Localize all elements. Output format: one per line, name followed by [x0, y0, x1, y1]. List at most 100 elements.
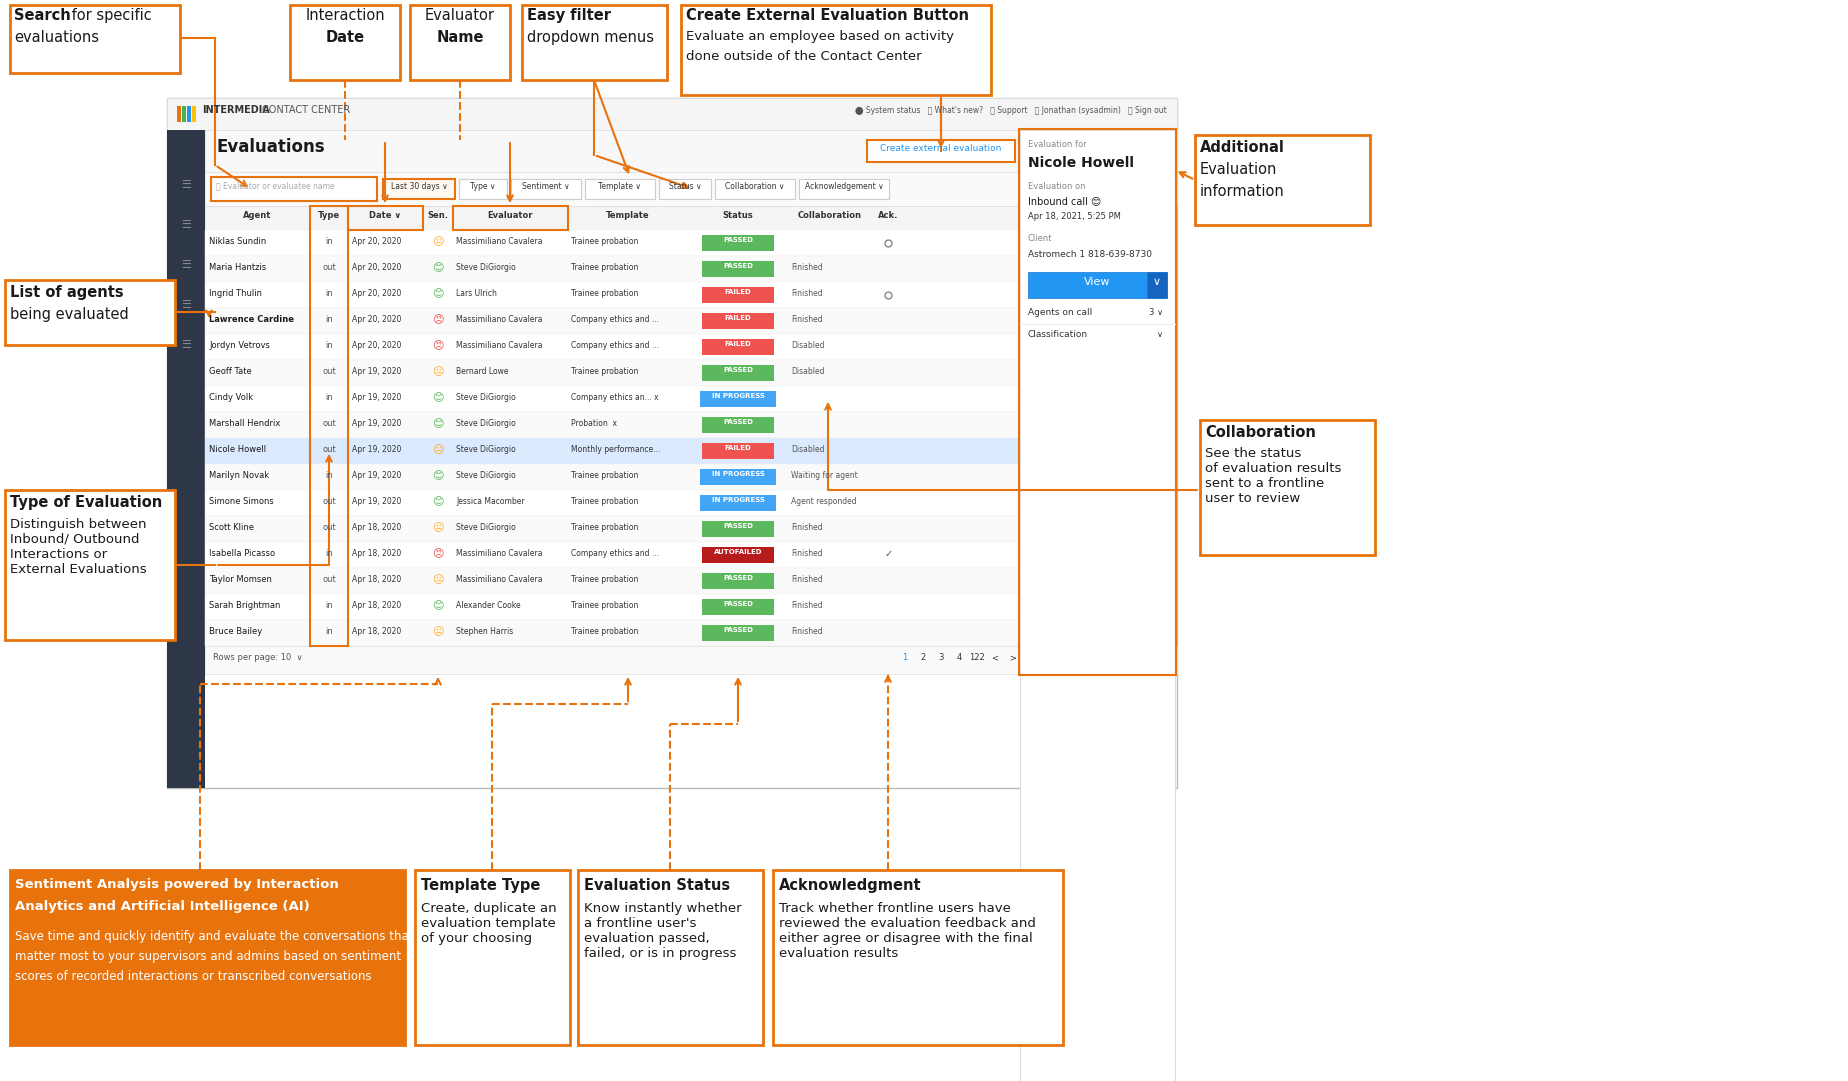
Text: Evaluate an employee based on activity: Evaluate an employee based on activity	[686, 30, 954, 43]
Bar	[205, 172, 1177, 206]
Text: Finished: Finished	[791, 289, 822, 298]
Text: Template: Template	[606, 211, 650, 221]
Bar	[310, 206, 347, 646]
Bar	[700, 495, 776, 511]
Text: for specific: for specific	[67, 8, 152, 23]
Text: Niklas Sundin: Niklas Sundin	[209, 237, 266, 246]
Bar	[205, 438, 1020, 464]
Text: FAILED: FAILED	[724, 341, 752, 347]
Bar	[702, 417, 774, 433]
Text: out: out	[322, 497, 336, 506]
Text: Massimiliano Cavalera: Massimiliano Cavalera	[456, 341, 543, 350]
Text: See the status
of evaluation results
sent to a frontline
user to review: See the status of evaluation results sen…	[1205, 448, 1342, 505]
Bar	[702, 521, 774, 537]
Bar	[205, 593, 1020, 620]
Bar	[700, 391, 776, 408]
Text: Bernard Lowe: Bernard Lowe	[456, 368, 508, 376]
Bar	[702, 286, 774, 303]
Bar	[867, 141, 1015, 162]
Text: ☰: ☰	[181, 221, 190, 230]
Bar	[453, 206, 567, 230]
Text: Apr 18, 2020: Apr 18, 2020	[351, 601, 401, 610]
Text: Agents on call: Agents on call	[1027, 308, 1092, 317]
Text: Trainee probation: Trainee probation	[571, 289, 638, 298]
Text: Evaluation Status: Evaluation Status	[584, 878, 730, 893]
Text: Nicole Howell: Nicole Howell	[1027, 156, 1135, 170]
Text: Evaluations: Evaluations	[216, 138, 325, 156]
Bar	[702, 443, 774, 459]
Text: Type: Type	[318, 211, 340, 221]
Bar	[715, 179, 795, 199]
Text: List of agents: List of agents	[9, 285, 124, 301]
Text: 😊: 😊	[432, 471, 444, 481]
Text: Probation  x: Probation x	[571, 419, 617, 428]
Text: Template Type: Template Type	[421, 878, 540, 893]
Text: 😊: 😊	[432, 497, 444, 507]
Text: ☰: ☰	[181, 301, 190, 310]
Text: Apr 20, 2020: Apr 20, 2020	[351, 237, 401, 246]
Bar	[682, 5, 991, 95]
Bar	[205, 490, 1020, 516]
Text: Scott Kline: Scott Kline	[209, 523, 253, 532]
Text: Evaluation: Evaluation	[1199, 162, 1277, 177]
Bar	[205, 386, 1020, 412]
Text: Evaluator: Evaluator	[425, 8, 495, 23]
Text: Trainee probation: Trainee probation	[571, 523, 638, 532]
Text: Disabled: Disabled	[791, 445, 824, 454]
Text: 😐: 😐	[432, 627, 444, 637]
Text: Steve DiGiorgio: Steve DiGiorgio	[456, 393, 516, 402]
Bar	[1196, 135, 1369, 225]
Text: Massimiliano Cavalera: Massimiliano Cavalera	[456, 575, 543, 584]
Text: PASSED: PASSED	[723, 601, 752, 608]
Bar	[166, 98, 1177, 130]
Text: Apr 20, 2020: Apr 20, 2020	[351, 263, 401, 272]
Text: in: in	[325, 471, 333, 480]
Text: Last 30 days ∨: Last 30 days ∨	[390, 182, 447, 191]
Text: Disabled: Disabled	[791, 341, 824, 350]
Text: 😊: 😊	[432, 393, 444, 403]
Bar	[181, 106, 187, 122]
Text: Track whether frontline users have
reviewed the evaluation feedback and
either a: Track whether frontline users have revie…	[780, 902, 1037, 960]
Bar	[586, 179, 654, 199]
Text: Create External Evaluation Button: Create External Evaluation Button	[686, 8, 968, 23]
Text: Steve DiGiorgio: Steve DiGiorgio	[456, 445, 516, 454]
Text: Simone Simons: Simone Simons	[209, 497, 274, 506]
Bar	[205, 360, 1020, 386]
Text: Apr 20, 2020: Apr 20, 2020	[351, 341, 401, 350]
Text: in: in	[325, 627, 333, 636]
Text: Company ethics and ...: Company ethics and ...	[571, 341, 660, 350]
Bar	[1027, 272, 1166, 298]
Text: Sentiment ∨: Sentiment ∨	[523, 182, 569, 191]
Text: ⬤ System status   🔔 What's new?   ❓ Support   👤 Jonathan (sysadmin)   ⏻ Sign out: ⬤ System status 🔔 What's new? ❓ Support …	[856, 106, 1166, 115]
Text: Company ethics an... x: Company ethics an... x	[571, 393, 658, 402]
Bar	[205, 130, 1177, 172]
Text: Trainee probation: Trainee probation	[571, 497, 638, 506]
Text: Ingrid Thulin: Ingrid Thulin	[209, 289, 262, 298]
Text: dropdown menus: dropdown menus	[527, 30, 654, 45]
Text: out: out	[322, 523, 336, 532]
Text: PASSED: PASSED	[723, 368, 752, 373]
Text: in: in	[325, 315, 333, 324]
Text: >: >	[1009, 653, 1016, 662]
Text: Finished: Finished	[791, 627, 822, 636]
Text: Disabled: Disabled	[791, 368, 824, 376]
Text: PASSED: PASSED	[723, 263, 752, 269]
Text: Trainee probation: Trainee probation	[571, 237, 638, 246]
Text: ∨: ∨	[1157, 330, 1162, 339]
Text: Alexander Cooke: Alexander Cooke	[456, 601, 521, 610]
Text: Know instantly whether
a frontline user's
evaluation passed,
failed, or is in pr: Know instantly whether a frontline user'…	[584, 902, 741, 960]
Text: 🔍 Evaluator or evaluatee name: 🔍 Evaluator or evaluatee name	[216, 181, 334, 190]
Text: in: in	[325, 549, 333, 558]
Bar	[660, 179, 711, 199]
Bar	[702, 365, 774, 381]
Text: Massimiliano Cavalera: Massimiliano Cavalera	[456, 549, 543, 558]
Bar	[205, 334, 1020, 360]
Bar	[290, 5, 399, 80]
Text: Classification: Classification	[1027, 330, 1088, 339]
Text: AUTOFAILED: AUTOFAILED	[713, 549, 761, 555]
Bar	[205, 412, 1020, 438]
Text: Collaboration ∨: Collaboration ∨	[724, 182, 785, 191]
Text: Apr 20, 2020: Apr 20, 2020	[351, 315, 401, 324]
Text: Geoff Tate: Geoff Tate	[209, 368, 251, 376]
Text: ☰: ☰	[181, 261, 190, 270]
